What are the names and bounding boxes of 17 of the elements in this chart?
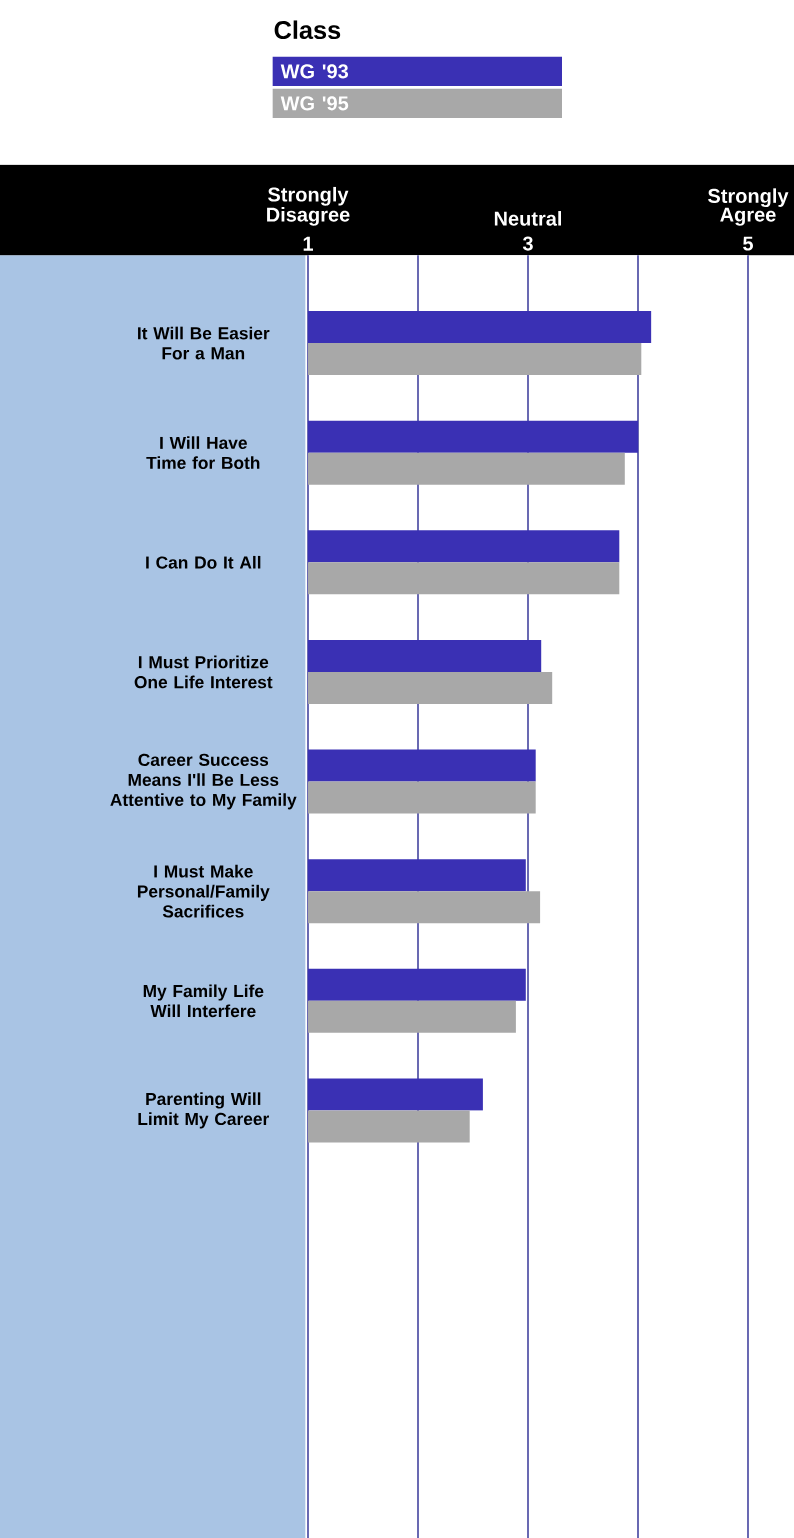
x-tick-label: 1 (303, 236, 313, 251)
text: WG '95 (280, 96, 349, 111)
y-tick-label: It Will Be Easier For a Man (138, 326, 270, 360)
text: Strongly Disagree (267, 186, 350, 226)
text: WG '93 (280, 64, 349, 79)
y-tick-label: I Will Have Time for Both (146, 436, 260, 470)
y-tick-label: My Family Life Will Interfere (143, 984, 264, 1018)
legend-title: Class (274, 20, 341, 40)
text: Neutral (494, 211, 562, 226)
text: Strongly Agree (708, 188, 789, 226)
x-tick-label: 3 (522, 236, 533, 251)
y-tick-label: Parenting Will Limit My Career (138, 1092, 269, 1129)
y-tick-label: Career Success Means I'll Be Less Attentive to My Family (110, 753, 297, 810)
x-tick-label: 5 (743, 236, 753, 251)
y-tick-label: I Can Do It All (146, 555, 261, 569)
y-tick-label: I Must Prioritize One Life Interest (134, 655, 273, 689)
y-tick-label: I Must Make Personal/Family Sacrifices (137, 864, 270, 918)
